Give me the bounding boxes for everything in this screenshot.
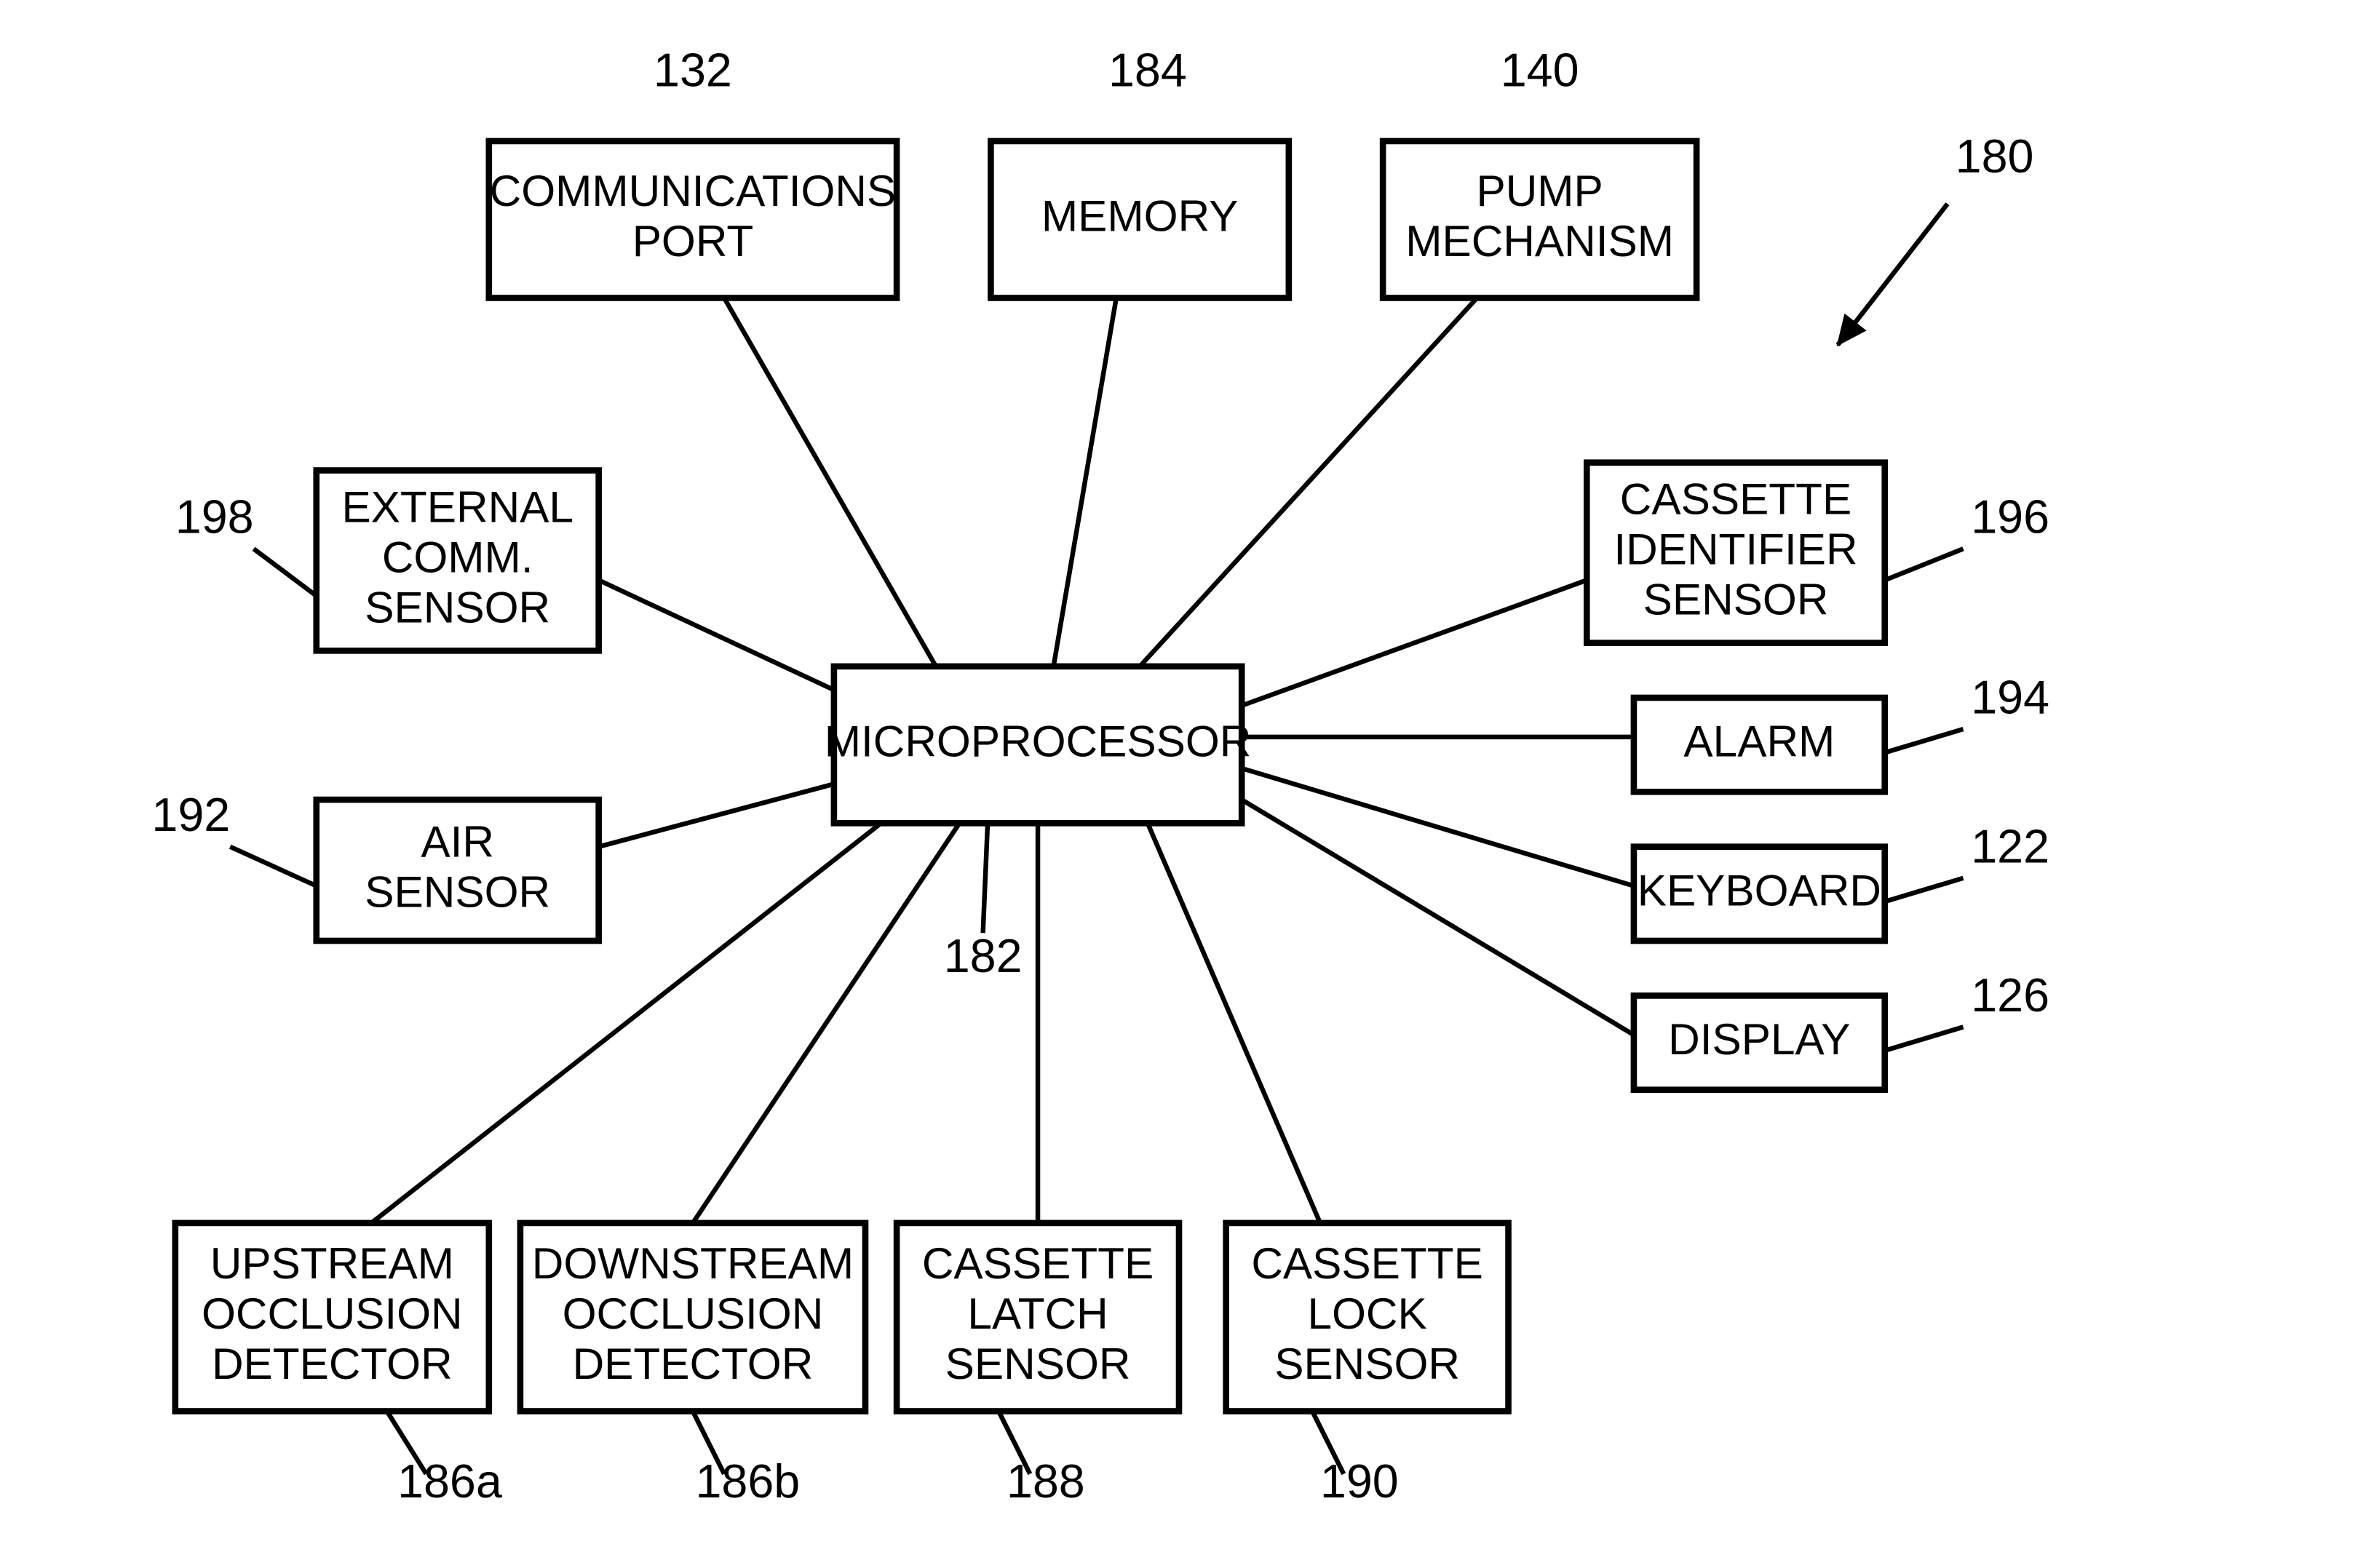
block-label: DETECTOR <box>212 1339 453 1388</box>
refnum-text: 140 <box>1501 44 1579 97</box>
connector-line <box>599 784 834 847</box>
block-up_occl: UPSTREAMOCCLUSIONDETECTOR <box>175 1223 489 1412</box>
block-label: OCCLUSION <box>563 1289 824 1338</box>
refnum-text: 184 <box>1108 44 1187 97</box>
block-label: CASSETTE <box>922 1238 1154 1288</box>
block-label: MEMORY <box>1041 191 1238 241</box>
connector-line <box>693 823 959 1223</box>
block-label: CASSETTE <box>1251 1238 1482 1288</box>
refnum-190: 190 <box>1312 1412 1399 1508</box>
refnum-132: 132 <box>654 44 732 97</box>
block-memory: MEMORY <box>991 141 1288 298</box>
nodes-layer: MICROPROCESSOR COMMUNICATIONSPORT MEMORY PU… <box>175 141 1885 1412</box>
block-label: COMMUNICATIONS <box>490 166 897 215</box>
block-label: SENSOR <box>1274 1339 1460 1388</box>
connector-line <box>599 580 834 690</box>
connector-line <box>1054 298 1116 666</box>
block-ext_comm: EXTERNALCOMM.SENSOR <box>317 471 599 651</box>
refnum-text: 198 <box>175 490 254 544</box>
refnum-text: 180 <box>1956 130 2034 183</box>
arrowhead-icon <box>1838 315 1865 345</box>
block-pump: PUMPMECHANISM <box>1383 141 1696 298</box>
refnum-182: 182 <box>944 823 1023 982</box>
block-label: LATCH <box>967 1289 1108 1338</box>
leader-line <box>983 823 988 933</box>
refnum-text: 186b <box>695 1454 800 1508</box>
refnum-186a: 186a <box>387 1412 502 1508</box>
block-down_occl: DOWNSTREAMOCCLUSIONDETECTOR <box>520 1223 865 1412</box>
block-label: DOWNSTREAM <box>532 1238 854 1288</box>
block-label: AIR <box>421 816 494 866</box>
refnum-194: 194 <box>1885 671 2049 753</box>
refnum-text: 188 <box>1007 1454 1085 1508</box>
refnum-text: 186a <box>397 1454 502 1508</box>
block-keyboard: KEYBOARD <box>1634 847 1885 941</box>
leader-line <box>1885 878 1964 902</box>
refnum-126: 126 <box>1885 968 2049 1051</box>
refnum-text: 132 <box>654 44 732 97</box>
block-label: DISPLAY <box>1668 1014 1850 1064</box>
block-label: CASSETTE <box>1620 474 1851 524</box>
block-label: SENSOR <box>365 867 550 916</box>
refnum-196: 196 <box>1885 490 2049 581</box>
block-label: MICROPROCESSOR <box>825 717 1252 766</box>
leader-line <box>1885 1027 1964 1051</box>
block-lock: CASSETTELOCKSENSOR <box>1226 1223 1509 1412</box>
refnum-text: 192 <box>151 788 230 841</box>
block-label: SENSOR <box>1643 575 1829 624</box>
block-cassette_id: CASSETTEIDENTIFIERSENSOR <box>1587 463 1884 643</box>
connector-line <box>1242 580 1587 705</box>
leader-line <box>230 847 317 886</box>
refnum-text: 122 <box>1971 819 2049 872</box>
block-latch: CASSETTELATCHSENSOR <box>897 1223 1179 1412</box>
block-label: OCCLUSION <box>202 1289 463 1338</box>
refnum-122: 122 <box>1885 819 2049 902</box>
refnum-text: 194 <box>1971 671 2049 724</box>
connector-line <box>724 298 936 666</box>
block-label: PUMP <box>1476 166 1603 215</box>
connector-line <box>1140 298 1477 666</box>
block-label: COMM. <box>382 532 533 581</box>
block-diagram: MICROPROCESSOR COMMUNICATIONSPORT MEMORY PU… <box>0 0 2358 1568</box>
block-label: MECHANISM <box>1405 216 1674 266</box>
block-label: LOCK <box>1307 1289 1426 1338</box>
refnum-192: 192 <box>151 788 316 886</box>
block-label: KEYBOARD <box>1638 865 1881 915</box>
block-label: UPSTREAM <box>210 1238 454 1288</box>
refnum-140: 140 <box>1501 44 1579 97</box>
refnum-188: 188 <box>999 1412 1085 1508</box>
refnum-198: 198 <box>175 490 317 596</box>
block-display: DISPLAY <box>1634 995 1885 1089</box>
leader-line <box>254 549 317 596</box>
block-comm_port: COMMUNICATIONSPORT <box>489 141 897 298</box>
refnum-text: 196 <box>1971 490 2049 544</box>
connector-line <box>1242 768 1634 886</box>
refnum-180: 180 <box>1838 130 2033 345</box>
block-label: ALARM <box>1683 717 1835 766</box>
block-label: IDENTIFIER <box>1613 525 1857 574</box>
block-air: AIRSENSOR <box>317 800 599 941</box>
block-label: SENSOR <box>365 582 550 632</box>
leader-line <box>1885 729 1964 752</box>
block-micro: MICROPROCESSOR <box>825 666 1252 824</box>
refnum-text: 190 <box>1320 1454 1399 1508</box>
block-label: DETECTOR <box>573 1339 814 1388</box>
block-label: SENSOR <box>945 1339 1131 1388</box>
refnum-text: 126 <box>1971 968 2049 1022</box>
refnum-184: 184 <box>1108 44 1187 97</box>
refnum-text: 182 <box>944 929 1023 982</box>
block-alarm: ALARM <box>1634 698 1885 792</box>
block-label: PORT <box>632 216 754 266</box>
connector-line <box>1148 823 1320 1223</box>
block-label: EXTERNAL <box>341 482 573 531</box>
refnum-186b: 186b <box>693 1412 800 1508</box>
connector-line <box>1242 800 1634 1035</box>
leader-line <box>1885 549 1964 580</box>
